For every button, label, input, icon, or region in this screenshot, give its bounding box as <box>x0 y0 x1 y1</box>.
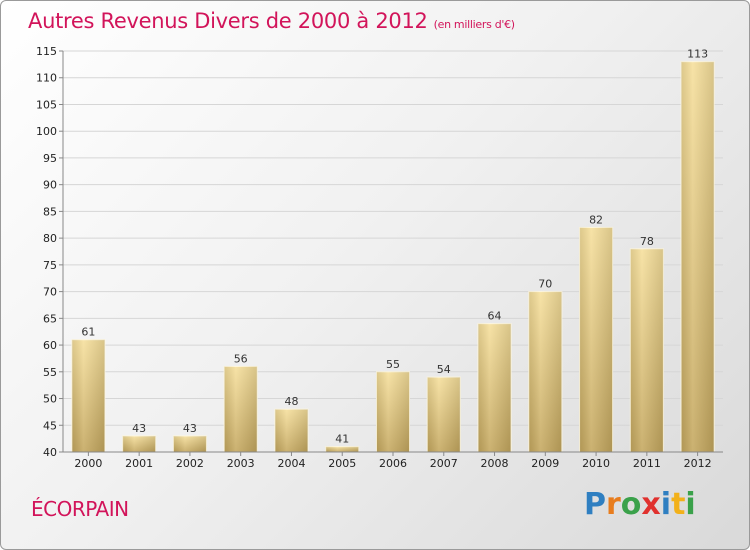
x-tick-label-2011: 2011 <box>633 457 661 470</box>
y-tick-label: 105 <box>36 98 57 111</box>
y-axis-ticks: 40 45 50 55 60 65 70 75 80 85 90 95 100 105 110 115 <box>36 45 63 459</box>
x-tick-label-2008: 2008 <box>481 457 509 470</box>
y-tick-label: 85 <box>43 205 57 218</box>
logo-letter: P <box>584 487 606 522</box>
data-label-2005: 41 <box>335 433 349 446</box>
x-tick-label-2004: 2004 <box>277 457 305 470</box>
bar-shade-2001 <box>122 435 156 452</box>
data-label-2006: 55 <box>386 358 400 371</box>
y-tick-label: 40 <box>43 446 57 459</box>
y-tick-label: 60 <box>43 339 57 352</box>
x-tick-label-2003: 2003 <box>227 457 255 470</box>
bar-shade-2000 <box>71 339 105 452</box>
x-tick-label-2006: 2006 <box>379 457 407 470</box>
x-tick-label-2012: 2012 <box>684 457 712 470</box>
x-tick-label-2009: 2009 <box>531 457 559 470</box>
x-tick-label-2010: 2010 <box>582 457 610 470</box>
bar-shade-2003 <box>224 366 258 452</box>
x-tick-label-2007: 2007 <box>430 457 458 470</box>
bar-shade-2010 <box>579 227 613 452</box>
data-label-2010: 82 <box>589 213 603 226</box>
data-label-2009: 70 <box>538 278 552 291</box>
data-label-2007: 54 <box>437 363 451 376</box>
bar-shade-2004 <box>274 409 308 452</box>
x-axis-ticks: 2000 2001 2002 2003 2004 2005 2006 2007 2008 2009… <box>74 452 712 470</box>
bar-shade-2011 <box>630 248 664 452</box>
y-tick-label: 75 <box>43 259 57 272</box>
x-tick-label-2005: 2005 <box>328 457 356 470</box>
data-label-2008: 64 <box>488 310 502 323</box>
y-tick-label: 95 <box>43 152 57 165</box>
logo-letter: i <box>685 487 696 522</box>
chart-subtitle: (en milliers d'€) <box>433 18 515 31</box>
x-tick-label-2000: 2000 <box>74 457 102 470</box>
y-tick-label: 100 <box>36 125 57 138</box>
y-tick-label: 45 <box>43 419 57 432</box>
commune-name: ÉCORPAIN <box>31 497 129 521</box>
logo-letter: r <box>606 487 621 522</box>
data-label-2001: 43 <box>132 422 146 435</box>
logo-letter: o <box>620 487 642 522</box>
bar-shade-2006 <box>376 371 410 452</box>
data-label-2000: 61 <box>81 326 95 339</box>
y-tick-label: 80 <box>43 232 57 245</box>
data-label-2003: 56 <box>234 352 248 365</box>
bar-shade-2009 <box>528 291 562 452</box>
y-tick-label: 55 <box>43 366 57 379</box>
bars: 61 43 43 56 48 41 55 54 64 70 82 78 113 <box>71 48 715 453</box>
bar-shade-2005 <box>325 446 359 452</box>
logo-letter: i <box>660 487 672 522</box>
bar-shade-2002 <box>173 435 207 452</box>
chart-title: Autres Revenus Divers de 2000 à 2012 (en … <box>28 9 515 33</box>
y-tick-label: 50 <box>43 393 57 406</box>
x-tick-label-2001: 2001 <box>125 457 153 470</box>
data-label-2004: 48 <box>284 395 298 408</box>
bar-shade-2007 <box>427 377 461 452</box>
y-tick-label: 65 <box>43 312 57 325</box>
logo-letter: x <box>641 487 661 522</box>
y-tick-label: 110 <box>36 72 57 85</box>
y-tick-label: 70 <box>43 286 57 299</box>
bar-shade-2012 <box>681 61 715 453</box>
data-label-2012: 113 <box>687 48 708 61</box>
logo-letter: t <box>671 487 686 522</box>
y-tick-label: 115 <box>36 45 57 58</box>
y-tick-label: 90 <box>43 179 57 192</box>
bar-shade-2008 <box>478 323 512 452</box>
proxiti-logo: Proxiti <box>584 487 696 522</box>
chart-title-text: Autres Revenus Divers de 2000 à 2012 <box>28 9 428 33</box>
x-tick-label-2002: 2002 <box>176 457 204 470</box>
data-label-2002: 43 <box>183 422 197 435</box>
data-label-2011: 78 <box>640 235 654 248</box>
